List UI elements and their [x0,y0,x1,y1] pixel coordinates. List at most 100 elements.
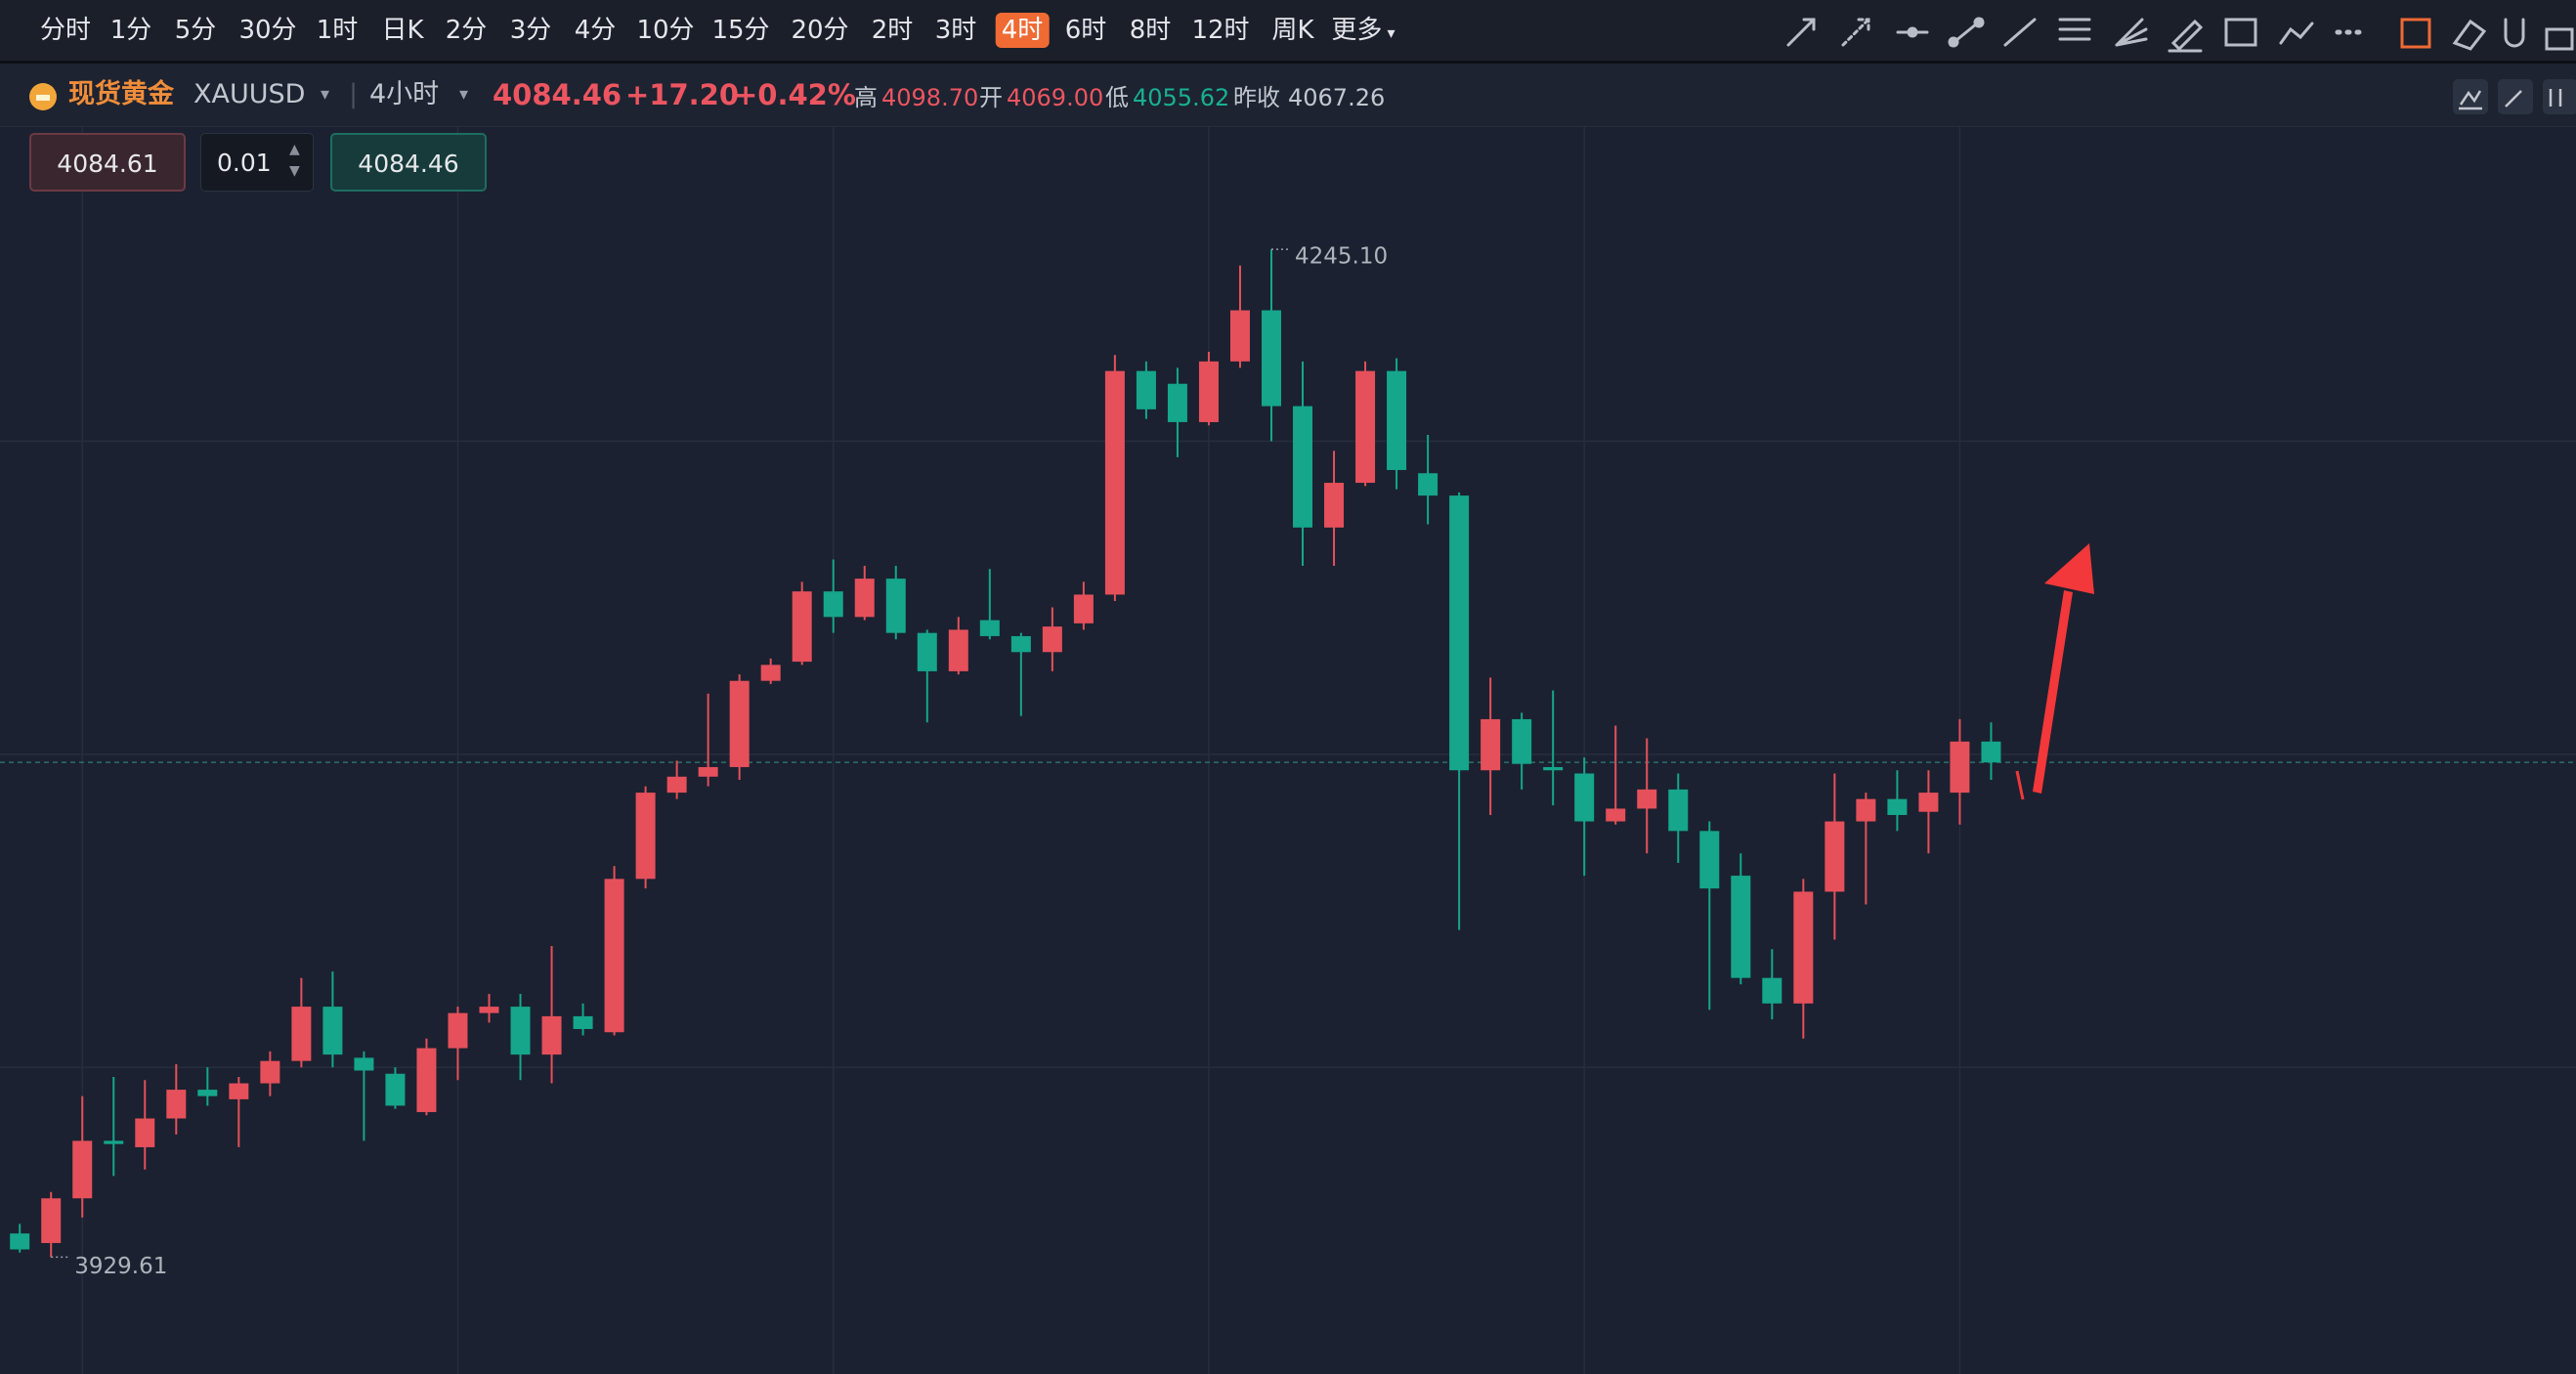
candle-body [885,579,906,633]
candle-body [979,620,1000,636]
period-tab[interactable]: 日K [381,16,424,45]
symbol-icon [29,83,57,110]
period-tab[interactable]: 分时 [39,16,92,45]
candle-body [1010,635,1031,653]
period-tab[interactable]: 4时 [995,13,1050,48]
period-tab[interactable]: 2时 [871,16,914,45]
symbol-code[interactable]: XAUUSD [193,79,306,109]
candle-body [1887,798,1908,815]
tool-fib[interactable] [2058,18,2091,41]
tool-ray[interactable] [1786,18,1816,47]
period-tab[interactable]: 6时 [1064,16,1107,45]
candle-body [479,1007,499,1013]
candle-body [385,1073,406,1106]
tool-eraser[interactable] [2452,19,2487,51]
candle-body [1198,361,1219,422]
tool-fan[interactable] [2115,18,2148,47]
last-price: 4084.46 [493,78,623,111]
tool-wave[interactable] [2279,21,2314,45]
period-tab[interactable]: 30分 [238,16,297,45]
period-tab[interactable]: 1时 [316,16,359,45]
period-tab[interactable]: 10分 [636,16,695,45]
candle-body [1104,370,1125,595]
candle-body [1324,483,1345,528]
candle-body [1574,773,1595,822]
candle-body [1449,495,1470,771]
candle-body [354,1057,374,1071]
drawn-arrow [2015,543,2094,800]
tool-lock[interactable] [2545,27,2574,51]
stepper[interactable]: ▲ ▼ [289,142,300,179]
period-tab[interactable]: 2分 [445,16,488,45]
tool-line[interactable] [2003,18,2037,47]
buy-price[interactable]: 4084.46 [330,133,487,192]
period-tab[interactable]: 更多 ▾ [1331,16,1395,45]
candle-body [760,665,781,681]
price-change: +17.20 [625,78,740,111]
symbol-bar: 现货黄金 XAUUSD ▾ | 4小时 ▾ 4084.46 +17.20 +0.… [0,64,2576,127]
tool-pen[interactable] [2168,19,2204,53]
candle-body [1981,741,2001,763]
symbol-name[interactable]: 现货黄金 [68,79,174,109]
sell-price[interactable]: 4084.61 [29,133,186,192]
quantity[interactable]: 0.01 [200,133,314,192]
stat-label: 开 [979,84,1003,111]
candle-body [1543,766,1564,771]
candle-body [41,1198,62,1243]
tool-magnet[interactable] [2504,18,2525,48]
period-tab[interactable]: 3时 [934,16,977,45]
candle-body [1699,831,1720,889]
candle-body [1762,977,1782,1004]
period-tab[interactable]: 8时 [1129,16,1172,45]
grid [0,127,2576,1374]
candle-body [1262,310,1281,407]
candle-body [448,1012,468,1049]
period-tab[interactable]: 15分 [711,16,770,45]
tool-edit[interactable] [2400,18,2431,49]
period-select[interactable]: 4小时 [369,79,440,109]
candle-body [635,793,656,880]
stat-label: 高 [854,84,878,111]
candle-body [1668,789,1689,832]
candle-body [823,591,843,618]
tool-dot [1973,17,1985,28]
period-tab[interactable]: 5分 [174,16,217,45]
candle-body [1136,370,1156,409]
candle-body [541,1015,562,1055]
icon-bar [36,95,50,101]
arrow-head [2044,543,2094,594]
candle-body [260,1060,280,1084]
candle-body [1793,891,1814,1004]
candle-body [698,766,718,777]
stat-label: 昨收 [1233,84,1280,111]
candle-body [1856,798,1876,822]
candle-body [573,1015,593,1029]
tool-ext[interactable] [1841,18,1870,47]
candles: 4245.10 3929.61 [10,244,2001,1279]
period-tab[interactable]: 4分 [574,16,617,45]
candle-body [1418,473,1438,496]
period-tab[interactable]: 1分 [109,16,152,45]
candle-body [1512,718,1532,764]
tool-image[interactable] [2224,18,2257,47]
candle-body [1950,741,1970,794]
arrow-shaft [2033,590,2073,794]
candle-body [104,1140,124,1144]
candle-body [854,579,875,618]
drawing-tools [1786,17,2574,53]
candle-body [1167,383,1187,422]
arrow-tick [2015,770,2025,800]
period-tab[interactable]: 3分 [509,16,552,45]
period-tab[interactable]: 20分 [791,16,849,45]
candle-body [917,632,937,671]
period-tab[interactable]: 12时 [1191,16,1250,45]
candle-body [1731,876,1751,978]
candle-body [792,591,812,663]
candle-body [1637,789,1657,809]
period-toolbar: 分时 1分 5分 30分 1时 日K 2分 3分 4分 10分 15分 20分 2时 3时 4时 6时 8时 12… [0,0,2576,64]
stat-value: 4067.26 [1288,84,1386,111]
stat-value: 4069.00 [1007,84,1104,111]
period-tab[interactable]: 周K [1271,16,1314,45]
